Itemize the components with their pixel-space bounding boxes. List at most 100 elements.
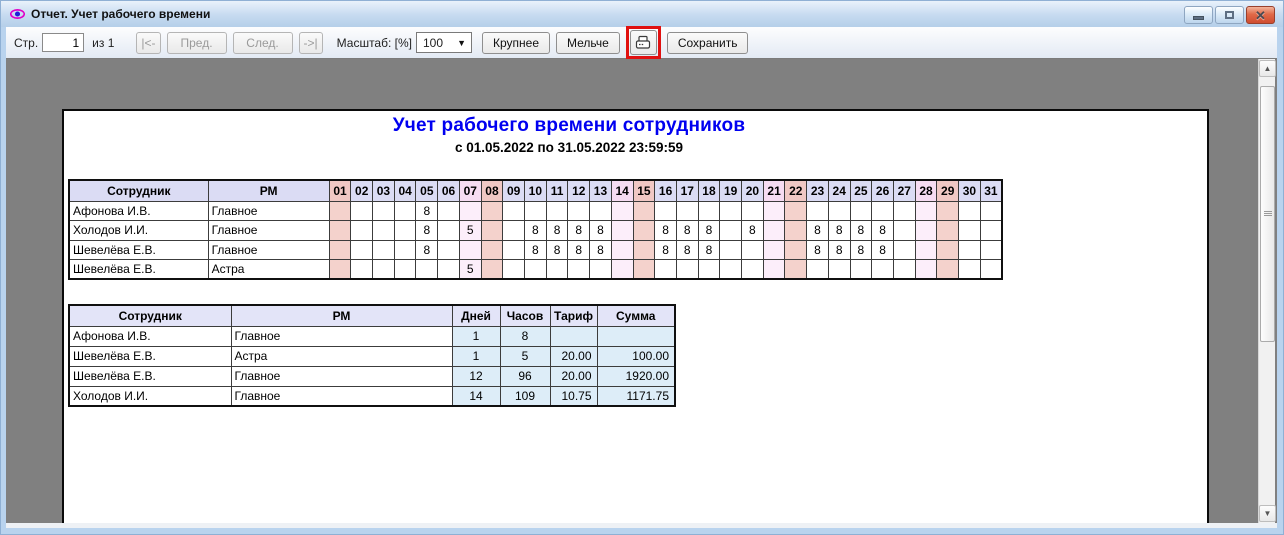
day-header-27: 27 [892,179,916,202]
day-header-07: 07 [458,179,482,202]
hours-cell [849,259,873,280]
zoom-out-button[interactable]: Мельче [556,31,620,54]
hours-cell [958,220,981,241]
hours-cell [437,239,460,260]
summary-cell: 5 [499,345,551,367]
day-header-13: 13 [589,179,612,202]
hours-cell [892,259,916,280]
hours-cell [632,239,656,260]
summary-cell: 12 [451,365,501,387]
close-icon[interactable]: ✕ [1246,6,1275,24]
zoom-in-button[interactable]: Крупнее [482,31,551,54]
hours-cell: 8 [589,239,612,260]
minimize-icon[interactable] [1184,6,1213,24]
hours-cell [936,200,960,221]
summary-cell: 1 [451,325,501,347]
vertical-scrollbar[interactable]: ▲ ▼ [1258,59,1276,523]
scrollbar-thumb[interactable] [1260,86,1275,342]
scroll-up-icon[interactable]: ▲ [1259,60,1276,77]
scroll-down-icon[interactable]: ▼ [1259,505,1276,522]
print-button[interactable] [629,30,657,55]
day-header-09: 09 [502,179,525,202]
hours-cell [719,200,743,221]
day-header-28: 28 [914,179,938,202]
hours-cell [372,220,395,241]
workplace: Главное [207,239,330,260]
hours-cell [784,259,808,280]
hours-cell: 8 [741,220,764,241]
summary-cell: 20.00 [549,345,598,367]
hours-cell [784,200,808,221]
day-header-05: 05 [415,179,439,202]
hours-cell [632,220,656,241]
day-header-06: 06 [437,179,460,202]
hours-cell [437,200,460,221]
day-header-29: 29 [936,179,960,202]
page-number-input[interactable] [42,33,85,52]
day-header-12: 12 [567,179,591,202]
summary-cell: Холодов И.И. [68,385,232,407]
next-page-button[interactable]: След. [232,31,293,54]
hours-cell [762,239,786,260]
timesheet-row: Афонова И.В. Главное 8 [68,200,1003,221]
timesheet-header-row: Сотрудник РМ 01 02 03 04 05 06 07 08 09 10 11 12 13 14 1… [68,179,1003,202]
hours-cell: 8 [849,239,873,260]
timesheet-col-header: РМ [207,179,330,202]
summary-cell: 109 [499,385,551,407]
hours-cell [958,200,981,221]
hours-cell [979,239,1003,260]
summary-row: Афонова И.В. Главное 1 8 [68,325,676,347]
report-page: Учет рабочего времени сотрудников с 01.0… [62,109,1209,523]
maximize-icon[interactable] [1215,6,1244,24]
hours-cell: 5 [458,259,482,280]
hours-cell [914,200,938,221]
hours-cell [914,259,938,280]
hours-cell [589,259,612,280]
hours-cell [741,200,764,221]
hours-cell [632,259,656,280]
hours-cell [372,239,395,260]
hours-cell [610,259,634,280]
summary-cell [549,325,598,347]
day-header-10: 10 [524,179,547,202]
summary-cell: 1920.00 [596,365,676,387]
summary-cell: Астра [230,345,453,367]
hours-cell [849,200,873,221]
last-page-button[interactable]: ->| [298,31,323,54]
workplace: Главное [207,220,330,241]
hours-cell [393,220,417,241]
hours-cell: 8 [827,239,851,260]
hours-cell [892,200,916,221]
hours-cell [567,259,591,280]
employee-name: Афонова И.В. [68,200,209,221]
hours-cell [458,239,482,260]
hours-cell: 8 [654,239,677,260]
day-header-14: 14 [610,179,634,202]
summary-col-header: РМ [230,304,453,327]
summary-col-header: Дней [451,304,501,327]
save-button[interactable]: Сохранить [666,31,749,54]
day-header-17: 17 [675,179,699,202]
hours-cell [827,200,851,221]
hours-cell [936,239,960,260]
summary-col-header: Сотрудник [68,304,232,327]
hours-cell [675,259,699,280]
workplace: Главное [207,200,330,221]
hours-cell [545,200,569,221]
summary-cell [596,325,676,347]
hours-cell [328,239,352,260]
scale-select[interactable]: 100 ▼ [416,32,472,53]
hours-cell [480,259,504,280]
day-header-31: 31 [979,179,1003,202]
hours-cell: 5 [458,220,482,241]
timesheet-col-header: Сотрудник [68,179,209,202]
hours-cell [610,200,634,221]
hours-cell [502,259,525,280]
hours-cell: 8 [871,239,894,260]
hours-cell [719,220,743,241]
first-page-button[interactable]: |<- [136,31,161,54]
hours-cell [610,220,634,241]
prev-page-button[interactable]: Пред. [166,31,227,54]
summary-row: Шевелёва Е.В. Главное 12 96 20.00 1920.00 [68,365,676,387]
hours-cell [350,239,374,260]
